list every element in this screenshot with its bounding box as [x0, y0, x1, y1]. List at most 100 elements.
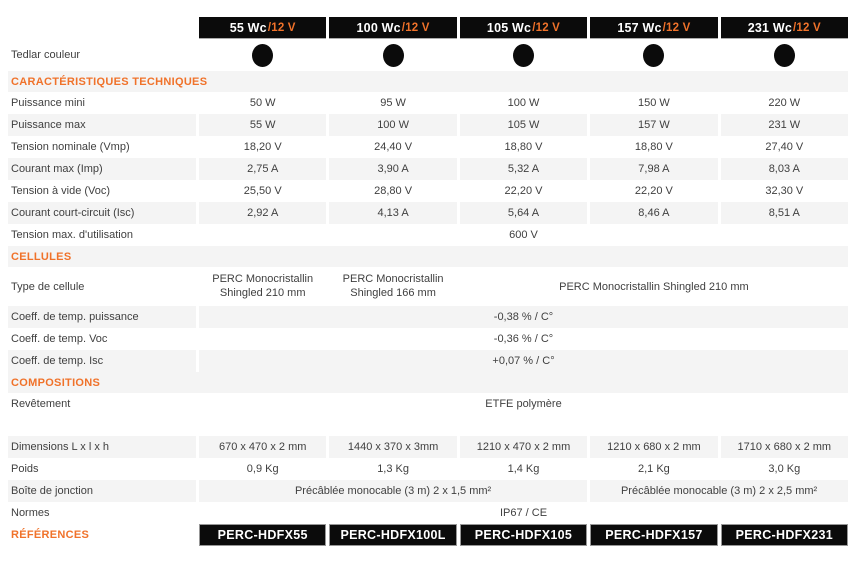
model-power: 231 Wc: [747, 20, 792, 35]
model-voltage: /12 V: [793, 21, 821, 34]
value-cell: 5,64 A: [459, 202, 588, 224]
value-cell-span: -0,36 % / C°: [493, 333, 554, 345]
black-color-dot-icon: [382, 43, 404, 67]
value-cell: 25,50 V: [243, 185, 282, 197]
row-label: Coeff. de temp. puissance: [8, 306, 196, 328]
value-cell: 8,03 A: [720, 158, 848, 180]
value-cell: 1210 x 680 x 2 mm: [590, 436, 718, 458]
section-title-references: RÉFÉRENCES: [11, 529, 90, 541]
row-label: Puissance max: [8, 114, 196, 136]
row-label: Puissance mini: [11, 97, 85, 109]
value-cell: 105 W: [459, 114, 588, 136]
row-courant-max: Courant max (Imp) 2,75 A 3,90 A 5,32 A 7…: [8, 158, 848, 180]
spacer-row: [8, 415, 848, 436]
value-cell-span: PERC Monocristallin Shingled 210 mm: [559, 280, 749, 293]
value-cell: 100 W: [507, 97, 540, 109]
row-label: Courant max (Imp): [8, 158, 196, 180]
reference-cell: PERC-HDFX100L: [329, 524, 457, 546]
value-cell: 1,4 Kg: [507, 463, 540, 475]
model-power: 157 Wc: [617, 20, 662, 35]
row-label: Tension nominale (Vmp): [11, 141, 130, 153]
black-color-dot-icon: [643, 43, 665, 67]
value-cell: 27,40 V: [765, 141, 804, 153]
section-technical: CARACTÉRISTIQUES TECHNIQUES: [8, 71, 848, 92]
value-cell: 157 W: [590, 114, 718, 136]
value-cell-span: Précâblée monocable (3 m) 2 x 2,5 mm²: [590, 480, 848, 502]
value-cell-span: -0,38 % / C°: [199, 306, 848, 328]
model-header-100wc: 100 Wc/12 V: [329, 17, 457, 39]
model-voltage: /12 V: [532, 21, 561, 34]
section-title: COMPOSITIONS: [8, 372, 848, 393]
reference-cell: PERC-HDFX105: [459, 524, 588, 546]
row-label: Dimensions L x l x h: [8, 436, 196, 458]
row-label: Boîte de jonction: [8, 480, 196, 502]
row-normes: Normes IP67 / CE: [8, 502, 848, 524]
value-cell: 2,92 A: [199, 202, 327, 224]
model-power: 105 Wc: [486, 20, 532, 35]
value-cell: 220 W: [768, 97, 801, 109]
model-header-157wc: 157 Wc/12 V: [590, 17, 718, 39]
value-cell: 100 W: [329, 114, 457, 136]
model-header-231wc: 231 Wc/12 V: [720, 17, 848, 39]
value-cell-span: 600 V: [509, 229, 538, 241]
row-label: Revêtement: [11, 398, 71, 410]
row-label: Poids: [11, 463, 39, 475]
value-cell-span: +0,07 % / C°: [199, 350, 848, 372]
value-cell: 18,80 V: [634, 141, 673, 153]
reference-cell: PERC-HDFX157: [590, 524, 718, 546]
section-cellules: CELLULES: [8, 246, 848, 267]
value-cell: 22,20 V: [504, 185, 543, 197]
value-cell-span: Précâblée monocable (3 m) 2 x 1,5 mm²: [199, 480, 588, 502]
reference-cell: PERC-HDFX55: [199, 524, 327, 546]
reference-cell: PERC-HDFX231: [720, 524, 848, 546]
model-power: 100 Wc: [356, 20, 401, 35]
model-header-row: 55 Wc/12 V 100 Wc/12 V 105 Wc/12 V 157 W…: [8, 17, 848, 39]
tedlar-cell: [329, 39, 456, 71]
value-cell: 18,80 V: [504, 141, 543, 153]
tedlar-cell: [199, 39, 326, 71]
row-tension-vide: Tension à vide (Voc) 25,50 V 28,80 V 22,…: [8, 180, 848, 202]
row-poids: Poids 0,9 Kg 1,3 Kg 1,4 Kg 2,1 Kg 3,0 Kg: [8, 458, 848, 480]
model-header-105wc: 105 Wc/12 V: [459, 17, 588, 39]
value-cell: 0,9 Kg: [246, 463, 279, 475]
row-revetement: Revêtement ETFE polymère: [8, 393, 848, 415]
section-title: CARACTÉRISTIQUES TECHNIQUES: [8, 71, 848, 92]
value-cell: 50 W: [249, 97, 276, 109]
model-voltage: /12 V: [401, 21, 430, 34]
black-color-dot-icon: [773, 43, 795, 67]
value-cell: 2,1 Kg: [637, 463, 670, 475]
row-label: Coeff. de temp. Isc: [8, 350, 196, 372]
value-cell: PERC Monocristallin Shingled 166 mm: [342, 272, 444, 299]
value-cell: 18,20 V: [243, 141, 282, 153]
value-cell: 55 W: [199, 114, 327, 136]
row-puissance-max: Puissance max 55 W 100 W 105 W 157 W 231…: [8, 114, 848, 136]
value-cell: 8,51 A: [720, 202, 848, 224]
value-cell: 231 W: [720, 114, 848, 136]
row-boite-jonction: Boîte de jonction Précâblée monocable (3…: [8, 480, 848, 502]
row-tedlar-couleur: Tedlar couleur: [8, 39, 848, 71]
value-cell: 1,3 Kg: [377, 463, 409, 475]
value-cell: 8,46 A: [590, 202, 718, 224]
value-cell: 1210 x 470 x 2 mm: [459, 436, 588, 458]
value-cell: 95 W: [380, 97, 406, 109]
row-tension-max-utilisation: Tension max. d'utilisation 600 V: [8, 224, 848, 246]
row-type-cellule: Type de cellule PERC Monocristallin Shin…: [8, 267, 848, 306]
value-cell: 2,75 A: [199, 158, 327, 180]
model-header-55wc: 55 Wc/12 V: [199, 17, 327, 39]
model-power: 55 Wc: [229, 20, 267, 35]
row-label: Tension max. d'utilisation: [11, 229, 133, 241]
value-cell: 1440 x 370 x 3mm: [329, 436, 457, 458]
model-voltage: /12 V: [267, 21, 296, 34]
value-cell: 22,20 V: [634, 185, 673, 197]
tedlar-cell: [460, 39, 587, 71]
value-cell: 24,40 V: [374, 141, 413, 153]
value-cell-span: IP67 / CE: [499, 507, 548, 519]
value-cell-span: ETFE polymère: [485, 398, 562, 410]
row-dimensions: Dimensions L x l x h 670 x 470 x 2 mm 14…: [8, 436, 848, 458]
row-coeff-isc: Coeff. de temp. Isc +0,07 % / C°: [8, 350, 848, 372]
row-label: Coeff. de temp. Voc: [11, 333, 108, 345]
value-cell: 7,98 A: [590, 158, 718, 180]
header-empty-cell: [8, 17, 196, 39]
value-cell: 150 W: [637, 97, 670, 109]
row-references: RÉFÉRENCES PERC-HDFX55 PERC-HDFX100L PER…: [8, 524, 848, 546]
